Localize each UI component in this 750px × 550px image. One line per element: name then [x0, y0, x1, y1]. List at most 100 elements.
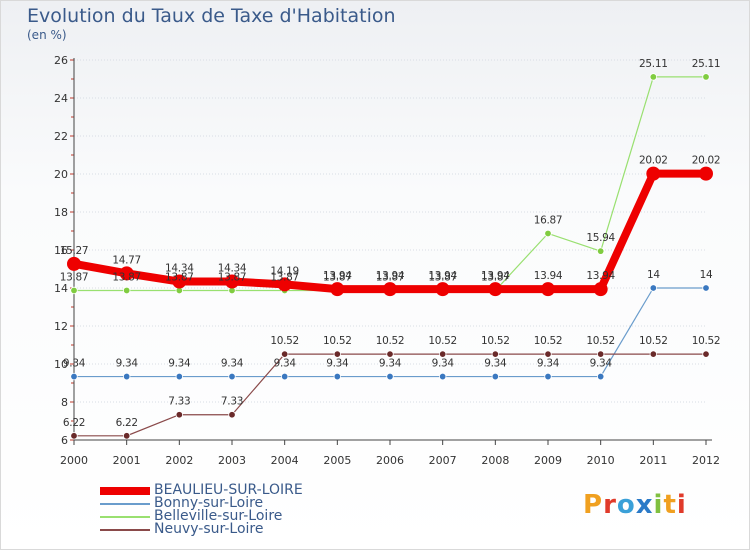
- data-point: [649, 350, 658, 358]
- x-tick-label: 2010: [587, 454, 615, 467]
- x-tick-label: 2004: [271, 454, 299, 467]
- data-label: 10.52: [534, 335, 563, 347]
- data-label: 14.77: [112, 254, 141, 266]
- data-label: 9.34: [326, 358, 349, 370]
- data-point: [702, 284, 710, 292]
- data-point: [491, 350, 500, 358]
- data-label: 13.87: [376, 271, 405, 283]
- data-label: 10.52: [270, 335, 299, 347]
- x-tick-label: 2005: [323, 454, 351, 467]
- data-label: 15.94: [586, 232, 615, 244]
- legend-label: Belleville-sur-Loire: [154, 508, 283, 524]
- data-point: [541, 282, 555, 297]
- data-point: [228, 411, 236, 419]
- y-tick-label: 8: [61, 396, 68, 409]
- x-tick-label: 2000: [60, 454, 88, 467]
- data-label: 9.34: [63, 358, 86, 370]
- data-label: 13.87: [60, 271, 89, 283]
- data-label: 13.87: [218, 271, 247, 283]
- data-label: 9.34: [168, 358, 191, 370]
- legend-swatch: [100, 528, 150, 531]
- data-label: 15.27: [60, 245, 89, 257]
- data-point: [175, 411, 184, 419]
- y-tick-label: 22: [54, 130, 68, 143]
- data-label: 9.34: [379, 358, 402, 370]
- data-label: 9.34: [590, 358, 613, 370]
- data-label: 25.11: [692, 58, 721, 70]
- data-label: 6.22: [63, 417, 85, 429]
- data-label: 13.87: [165, 271, 194, 283]
- legend-item: Neuvy-sur-Loire: [100, 521, 303, 537]
- legend-label: BEAULIEU-SUR-LOIRE: [154, 482, 303, 498]
- data-point: [488, 282, 503, 297]
- data-point: [646, 166, 661, 181]
- legend-label: Bonny-sur-Loire: [154, 495, 264, 511]
- y-tick-label: 6: [61, 434, 68, 447]
- y-tick-label: 20: [54, 168, 68, 181]
- x-tick-label: 2001: [113, 454, 141, 467]
- data-label: 9.34: [484, 358, 507, 370]
- y-tick-label: 12: [54, 320, 68, 333]
- data-point: [280, 372, 289, 381]
- data-label: 14: [647, 269, 660, 281]
- data-point: [277, 277, 292, 292]
- data-label: 14.34: [165, 263, 194, 275]
- data-point: [386, 372, 394, 381]
- data-label: 10.52: [376, 335, 405, 347]
- legend-item: Bonny-sur-Loire: [100, 495, 303, 511]
- data-point: [172, 274, 187, 289]
- legend-swatch: [100, 502, 150, 505]
- proxiti-logo: Proxiti: [583, 490, 687, 520]
- data-label: 7.33: [168, 396, 190, 408]
- data-label: 7.33: [221, 396, 243, 408]
- y-tick-label: 14: [54, 282, 68, 295]
- data-label: 16.87: [534, 214, 563, 226]
- y-tick-label: 24: [54, 92, 68, 105]
- data-label: 10.52: [692, 335, 721, 347]
- data-label: 20.02: [692, 155, 721, 167]
- legend-item: Belleville-sur-Loire: [100, 508, 303, 524]
- x-tick-label: 2012: [692, 454, 720, 467]
- data-point: [333, 372, 342, 381]
- data-label: 9.34: [432, 358, 455, 370]
- data-label: 14.19: [270, 265, 299, 277]
- data-point: [491, 372, 500, 381]
- data-label: 13.87: [323, 271, 352, 283]
- x-tick-label: 2009: [534, 454, 562, 467]
- data-label: 13.94: [376, 270, 405, 282]
- legend-label: Neuvy-sur-Loire: [154, 521, 264, 537]
- data-point: [70, 372, 78, 381]
- data-point: [280, 350, 289, 358]
- data-label: 25.11: [639, 58, 668, 70]
- data-point: [435, 282, 450, 297]
- data-point: [544, 350, 552, 358]
- data-label: 13.87: [481, 271, 510, 283]
- legend-swatch: [100, 515, 150, 518]
- data-point: [702, 73, 710, 81]
- y-tick-label: 16: [54, 244, 68, 257]
- data-point: [175, 372, 184, 381]
- legend-item: BEAULIEU-SUR-LOIRE: [100, 482, 303, 498]
- data-label: 10.52: [586, 335, 615, 347]
- data-point: [122, 286, 131, 295]
- chart-title: Evolution du Taux de Taxe d'Habitation: [27, 5, 396, 27]
- data-label: 13.94: [534, 270, 563, 282]
- data-point: [228, 372, 236, 381]
- data-label: 13.87: [428, 271, 457, 283]
- x-tick-label: 2011: [639, 454, 667, 467]
- data-point: [386, 350, 394, 358]
- legend: BEAULIEU-SUR-LOIRE Bonny-sur-Loire Bellevi…: [100, 482, 303, 537]
- data-point: [70, 432, 78, 440]
- x-tick-label: 2002: [165, 454, 193, 467]
- data-point: [438, 350, 447, 358]
- data-label: 10.52: [639, 335, 668, 347]
- data-point: [330, 282, 345, 297]
- data-point: [593, 282, 608, 297]
- data-label: 9.34: [537, 358, 560, 370]
- data-point: [649, 73, 658, 81]
- x-tick-label: 2008: [481, 454, 509, 467]
- data-point: [702, 350, 710, 358]
- data-point: [67, 256, 81, 271]
- data-point: [225, 274, 239, 289]
